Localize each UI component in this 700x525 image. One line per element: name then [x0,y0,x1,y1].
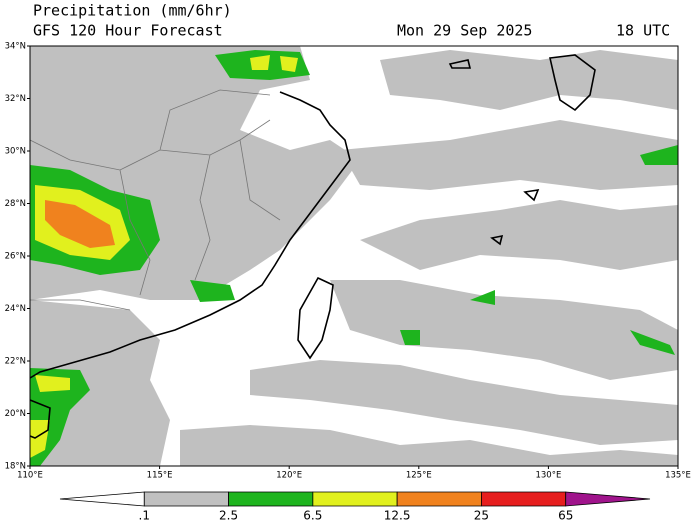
precip-gray [380,50,678,110]
precip-field [30,46,678,466]
colorbar-segment [228,491,314,507]
lat-label: 20°N [5,409,26,419]
subtitle: GFS 120 Hour Forecast [33,22,223,40]
lon-label: 130°E [535,471,561,481]
precip-yellow [250,55,298,72]
lat-label: 34°N [5,42,26,52]
colorbar-label: .1 [139,509,150,523]
lat-label: 22°N [5,357,26,367]
colorbar-segment [312,491,398,507]
valid-time: 18 UTC [616,22,670,40]
precip-gray [360,200,678,270]
lat-label: 26°N [5,252,26,262]
title: Precipitation (mm/6hr) [33,2,232,20]
precip-gray [250,360,678,445]
precip-yellow [30,375,70,458]
lat-label: 32°N [5,94,26,104]
colorbar-segment [59,491,145,507]
lon-label: 110°E [17,471,43,481]
coastline [29,54,596,439]
colorbar-label: 12.5 [384,509,411,523]
precip-orange [45,200,115,248]
lat-label: 18°N [5,462,26,472]
colorbar-label: 25 [474,509,489,523]
lat-label: 24°N [5,304,26,314]
precip-gray [180,425,678,466]
lat-label: 28°N [5,199,26,209]
map-area [29,45,679,467]
colorbar: .1 2.5 6.5 12.5 25 65 [59,491,651,523]
colorbar-segment [396,491,482,507]
precip-gray [340,120,678,190]
colorbar-segment [565,491,651,507]
colorbar-label: 65 [558,509,573,523]
lon-label: 115°E [147,471,173,481]
precip-gray [330,280,678,380]
lon-label: 125°E [406,471,432,481]
colorbar-segment [143,491,229,507]
lon-label: 135°E [665,471,691,481]
lon-label: 120°E [276,471,302,481]
axes: 34°N 32°N 30°N 28°N 26°N 24°N 22°N 20°N 18°N110°… [5,42,691,481]
valid-date: Mon 29 Sep 2025 [397,22,532,40]
lat-label: 30°N [5,147,26,157]
boundaries [29,89,281,311]
colorbar-label: 6.5 [303,509,322,523]
colorbar-label: 2.5 [219,509,238,523]
colorbar-segment [481,491,567,507]
